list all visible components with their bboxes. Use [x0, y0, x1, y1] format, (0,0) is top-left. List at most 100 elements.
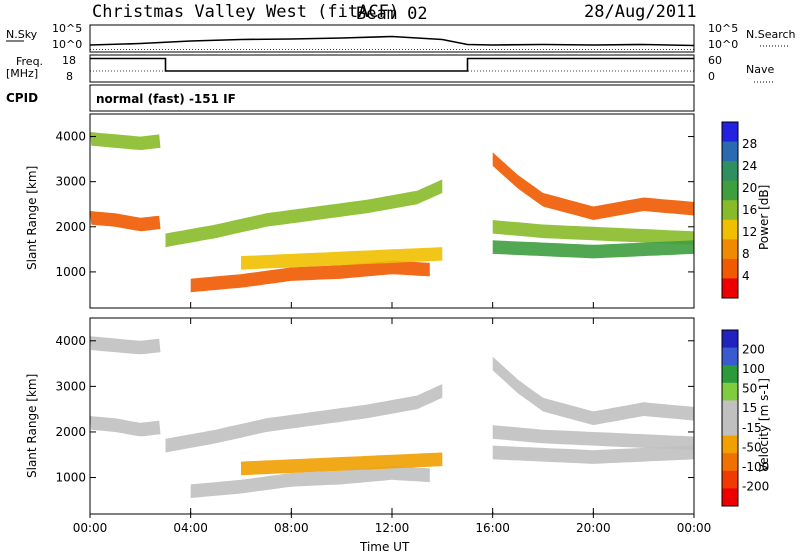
power-colorbar: 28 24 20 16 12 8 4	[721, 121, 757, 299]
power-band-7	[492, 240, 694, 259]
velocity-ytick-label: 1000	[55, 471, 86, 485]
power-colorbar-swatch	[722, 219, 738, 240]
power-colorbar-swatch	[722, 239, 738, 260]
velocity-band-2	[165, 384, 443, 453]
nave-label: Nave	[746, 63, 774, 76]
power-cbar-label: Power [dB]	[757, 185, 771, 250]
beam-label: Beam 02	[356, 4, 428, 24]
noise-right-label: N.Search	[746, 28, 796, 41]
power-colorbar-frame	[721, 121, 739, 299]
time-axis-ticks: 00:00 04:00 08:00 12:00 16:00 20:00 00:00	[73, 302, 712, 535]
velocity-band-3	[190, 466, 430, 498]
velocity-colorbar-swatch	[722, 488, 738, 507]
velocity-band-6	[492, 425, 694, 451]
velocity-ytick-label: 4000	[55, 334, 86, 348]
power-colorbar-swatch	[722, 161, 738, 182]
noise-right-tick-bottom: 10^0	[708, 38, 738, 51]
velocity-cbar-label: Velocity [m s-1]	[757, 378, 771, 472]
cpid-text: normal (fast) -151 IF	[96, 92, 236, 106]
time-tick-label: 00:00	[677, 521, 712, 535]
power-colorbar-tick-label: 16	[742, 203, 757, 217]
velocity-colorbar-swatch	[722, 453, 738, 472]
power-colorbar-swatch	[722, 278, 738, 299]
velocity-colorbar-tick-label: -50	[742, 440, 762, 454]
power-band-0	[90, 211, 161, 232]
time-tick-label: 20:00	[576, 521, 611, 535]
velocity-colorbar-swatch	[722, 470, 738, 489]
velocity-band-1	[90, 336, 161, 355]
power-band-2	[165, 179, 443, 248]
velocity-colorbar-swatch	[722, 435, 738, 454]
power-colorbar-swatch	[722, 141, 738, 162]
noise-right-tick-top: 10^5	[708, 22, 738, 35]
cpid-label: CPID	[6, 91, 38, 105]
power-band-4	[241, 247, 443, 270]
velocity-colorbar-tick-label: -15	[742, 421, 762, 435]
velocity-colorbar-swatch	[722, 382, 738, 401]
velocity-band-0	[90, 416, 161, 437]
freq-panel-frame	[89, 54, 695, 83]
power-band-3	[190, 260, 430, 293]
time-tick-label: 12:00	[375, 521, 410, 535]
power-ytick-label: 1000	[55, 265, 86, 279]
velocity-colorbar-frame	[721, 329, 739, 507]
power-ytick-label: 2000	[55, 220, 86, 234]
velocity-colorbar-swatch	[722, 347, 738, 366]
freq-label-2: [MHz]	[6, 67, 38, 80]
power-colorbar-swatch	[722, 180, 738, 201]
power-colorbar-swatch	[722, 258, 738, 279]
velocity-colorbar-swatch	[722, 400, 738, 419]
noise-panel-frame	[89, 24, 695, 53]
velocity-yticks: 1000 2000 3000 4000	[55, 334, 694, 485]
power-yticks: 1000 2000 3000 4000	[55, 130, 694, 279]
nave-tick-bottom: 0	[708, 70, 715, 83]
power-colorbar-tick-label: 12	[742, 225, 757, 239]
noise-left-tick-bottom: 10^0	[52, 38, 82, 51]
power-colorbar-tick-label: 24	[742, 159, 757, 173]
freq-label-1: Freq.	[16, 55, 43, 68]
velocity-band-4	[241, 452, 443, 476]
velocity-ytick-label: 3000	[55, 379, 86, 393]
power-ytick-label: 3000	[55, 175, 86, 189]
power-ytick-label: 4000	[55, 130, 86, 144]
power-ylabel: Slant Range [km]	[25, 166, 39, 270]
date-label: 28/Aug/2011	[584, 2, 697, 22]
cpid-panel-frame	[89, 84, 695, 112]
velocity-colorbar: 200 100 50 15 -15 -50 -100 -200	[721, 329, 769, 507]
velocity-colorbar-tick-label: -100	[742, 460, 769, 474]
velocity-plot-area	[90, 336, 694, 498]
time-axis-label: Time UT	[359, 540, 410, 554]
nave-tick-top: 60	[708, 54, 722, 67]
power-colorbar-swatch	[722, 200, 738, 221]
velocity-colorbar-tick-label: 200	[742, 343, 765, 357]
power-colorbar-swatch	[722, 122, 738, 143]
velocity-colorbar-swatch	[722, 418, 738, 437]
velocity-colorbar-tick-label: 15	[742, 401, 757, 415]
freq-line	[90, 57, 694, 72]
power-band-6	[492, 220, 694, 245]
freq-tick-bottom: 8	[66, 70, 73, 83]
velocity-colorbar-swatch	[722, 365, 738, 384]
velocity-band-5	[492, 356, 694, 426]
velocity-ylabel: Slant Range [km]	[25, 374, 39, 478]
time-tick-label: 16:00	[475, 521, 510, 535]
velocity-colorbar-tick-label: 100	[742, 362, 765, 376]
time-tick-label: 08:00	[274, 521, 309, 535]
power-band-5	[492, 152, 694, 220]
velocity-colorbar-tick-label: 50	[742, 382, 757, 396]
noise-left-tick-top: 10^5	[52, 22, 82, 35]
station-title: Christmas Valley West (fitACF)	[92, 2, 399, 22]
power-band-1	[90, 132, 161, 150]
velocity-colorbar-swatch	[722, 330, 738, 349]
time-tick-label: 00:00	[73, 521, 108, 535]
noise-sky-line	[89, 35, 695, 47]
velocity-band-7	[492, 445, 694, 464]
freq-tick-top: 18	[62, 54, 76, 67]
power-colorbar-tick-label: 4	[742, 269, 750, 283]
time-tick-label: 04:00	[173, 521, 208, 535]
velocity-ytick-label: 2000	[55, 425, 86, 439]
power-colorbar-tick-label: 28	[742, 137, 757, 151]
power-plot-area	[90, 132, 694, 293]
power-colorbar-tick-label: 20	[742, 181, 757, 195]
